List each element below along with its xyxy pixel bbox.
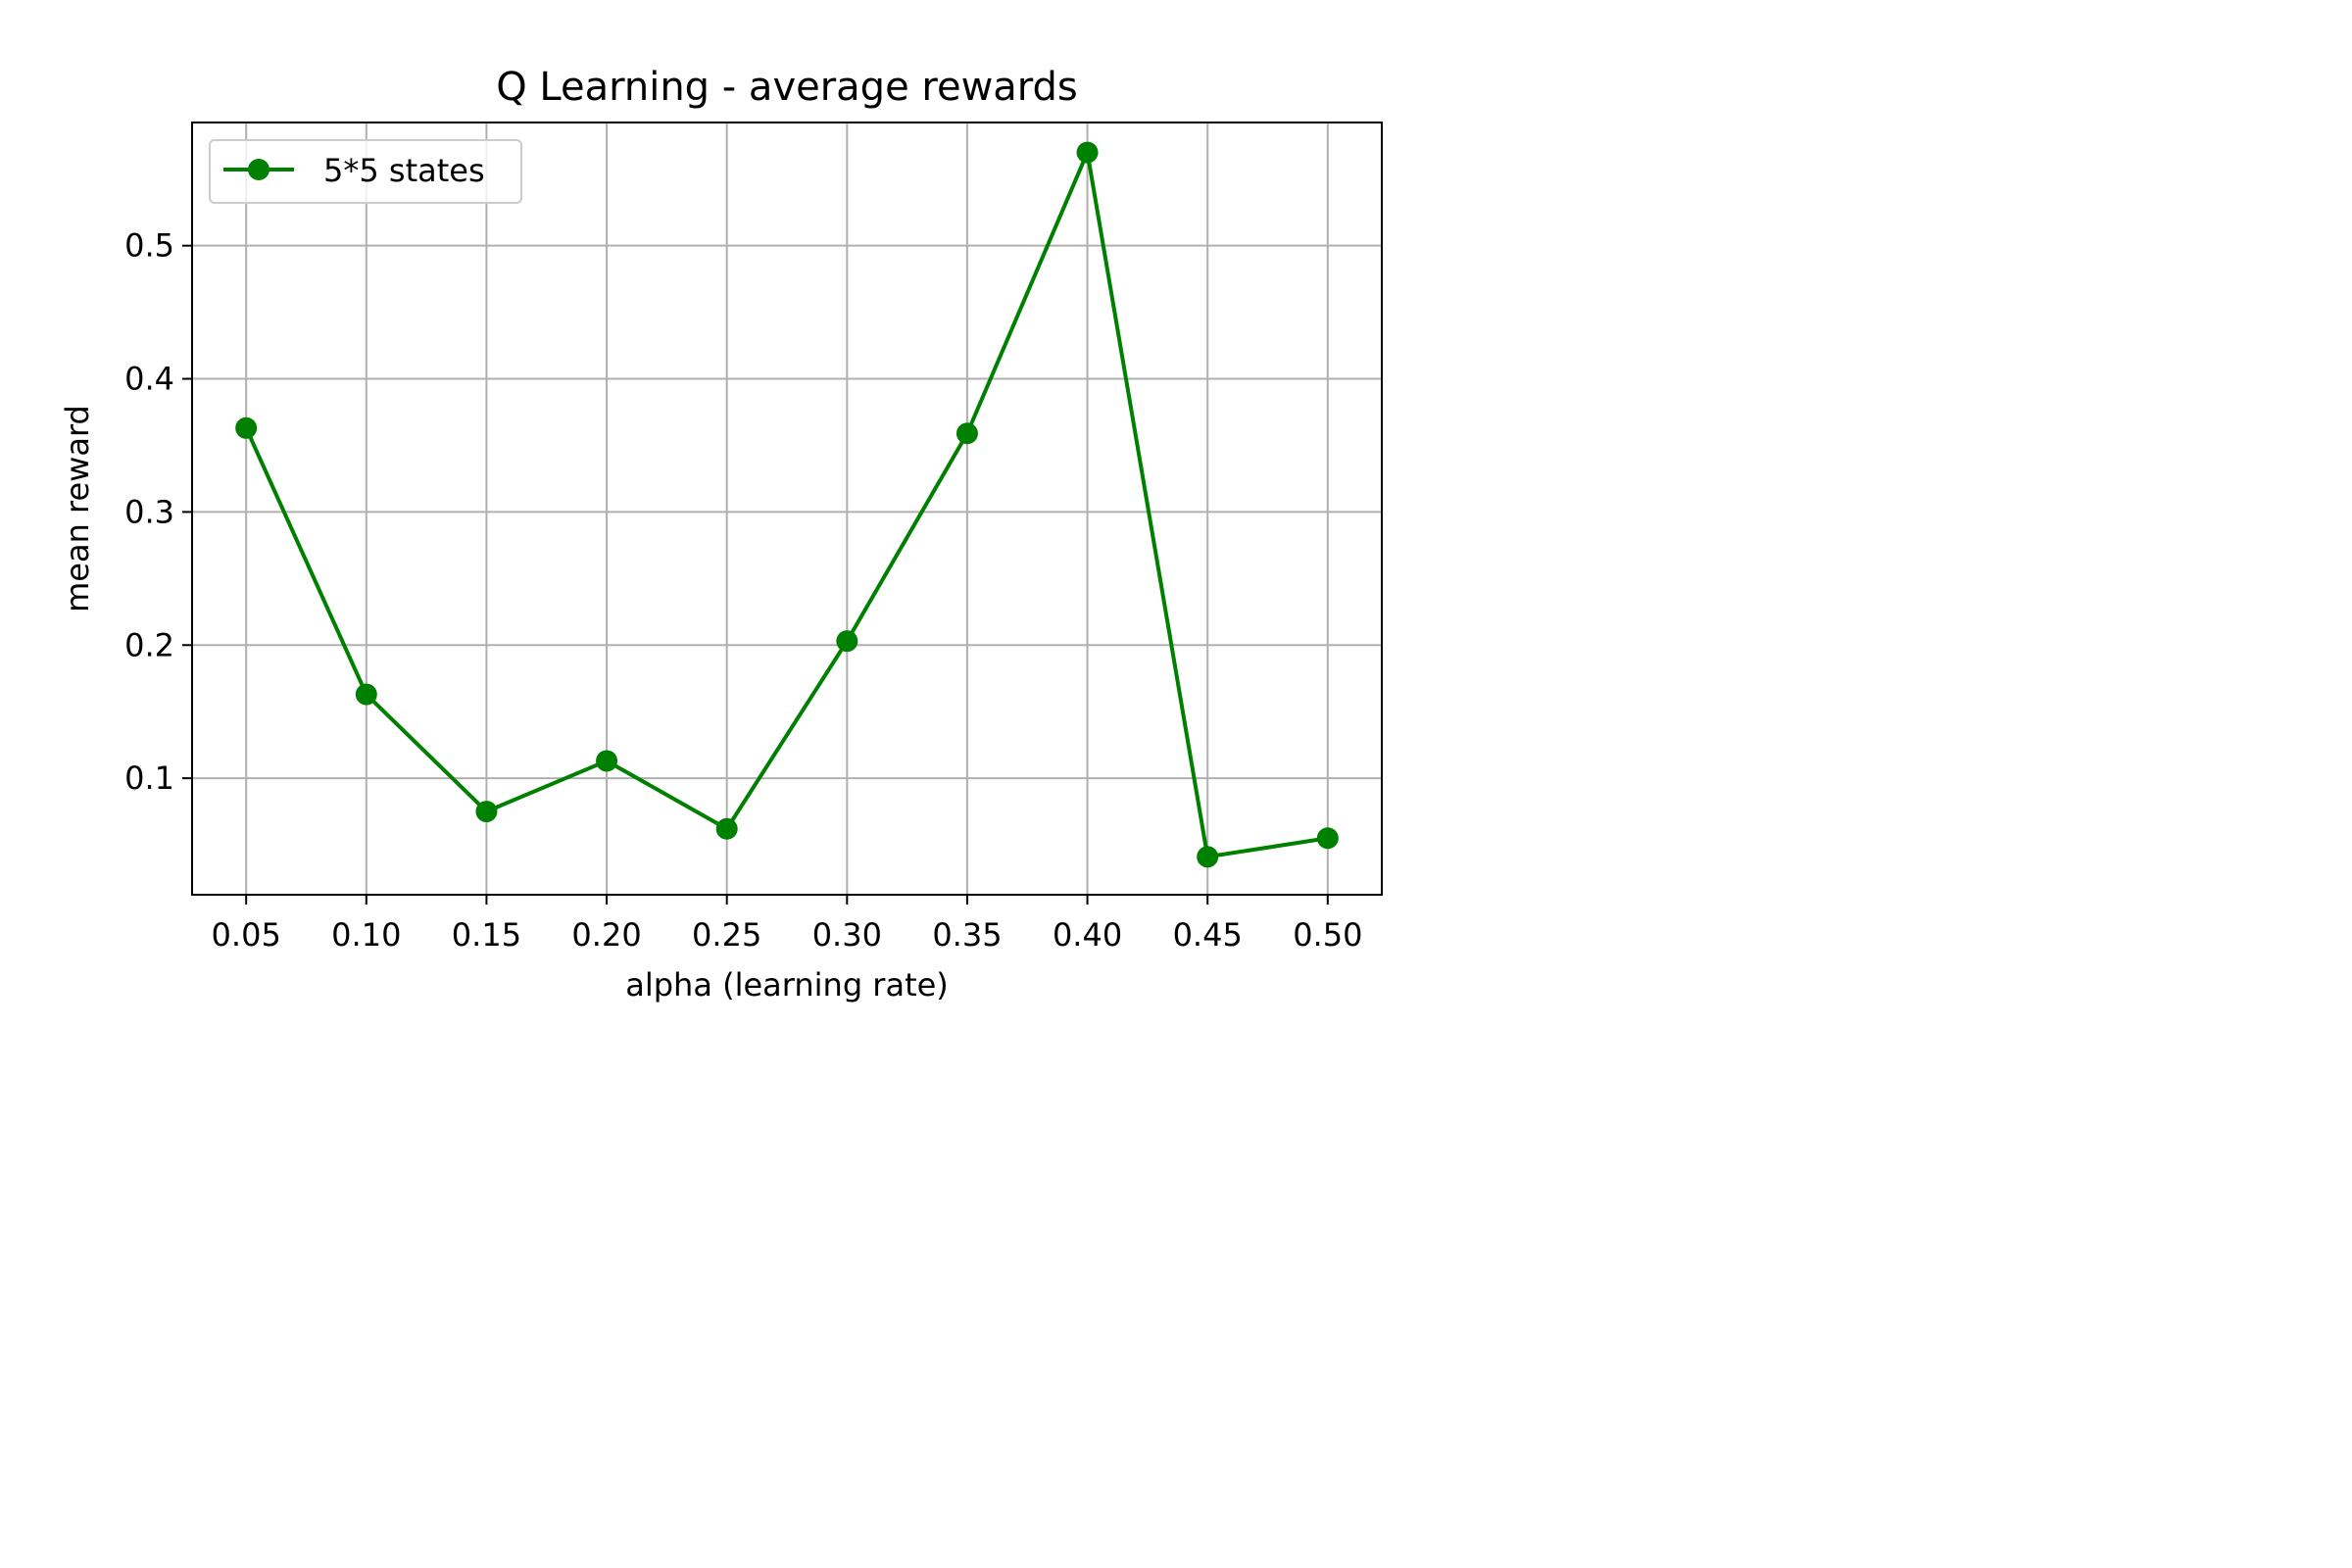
x-tick-label: 0.25	[692, 916, 761, 954]
x-tick-label: 0.35	[932, 916, 1002, 954]
y-axis-title: mean reward	[59, 405, 96, 612]
y-tick-label: 0.5	[124, 227, 174, 265]
x-tick-label: 0.15	[452, 916, 521, 954]
y-tick-label: 0.1	[124, 760, 174, 797]
plot-frame	[191, 122, 1383, 896]
data-point	[715, 817, 738, 840]
x-tick-label: 0.50	[1293, 916, 1362, 954]
legend: 5*5 states	[209, 139, 522, 204]
legend-marker-swatch	[248, 159, 270, 180]
y-tick-label: 0.3	[124, 493, 174, 530]
series-layer	[235, 141, 1339, 868]
data-point	[596, 750, 618, 772]
chart: 0.05 0.10 0.15 0.20 0.25 0.30 0.35 0.40 0.45 0.50…	[0, 0, 1515, 1033]
data-point	[475, 801, 498, 823]
x-tick-label: 0.10	[331, 916, 401, 954]
x-tick-label: 0.30	[812, 916, 882, 954]
x-tick-label: 0.45	[1173, 916, 1243, 954]
data-point	[355, 683, 377, 706]
data-point	[836, 630, 858, 653]
data-point	[1197, 846, 1219, 868]
x-axis-title: alpha (learning rate)	[625, 966, 949, 1004]
legend-box	[209, 139, 522, 204]
series-line	[244, 150, 1329, 859]
x-tick-label: 0.40	[1053, 916, 1122, 954]
data-point	[1076, 141, 1099, 164]
plot-background	[192, 122, 1382, 895]
y-tick-label: 0.2	[124, 626, 174, 663]
data-point	[956, 422, 978, 445]
data-point	[1316, 827, 1339, 850]
ticks: 0.05 0.10 0.15 0.20 0.25 0.30 0.35 0.40 0.45 0.50…	[124, 227, 1362, 954]
grid	[192, 122, 1382, 895]
y-tick-label: 0.4	[124, 361, 174, 398]
x-tick-label: 0.20	[571, 916, 641, 954]
data-point	[235, 416, 258, 439]
chart-title: Q Learning - average rewards	[496, 65, 1078, 110]
x-tick-label: 0.05	[212, 916, 281, 954]
legend-label: 5*5 states	[323, 152, 485, 189]
